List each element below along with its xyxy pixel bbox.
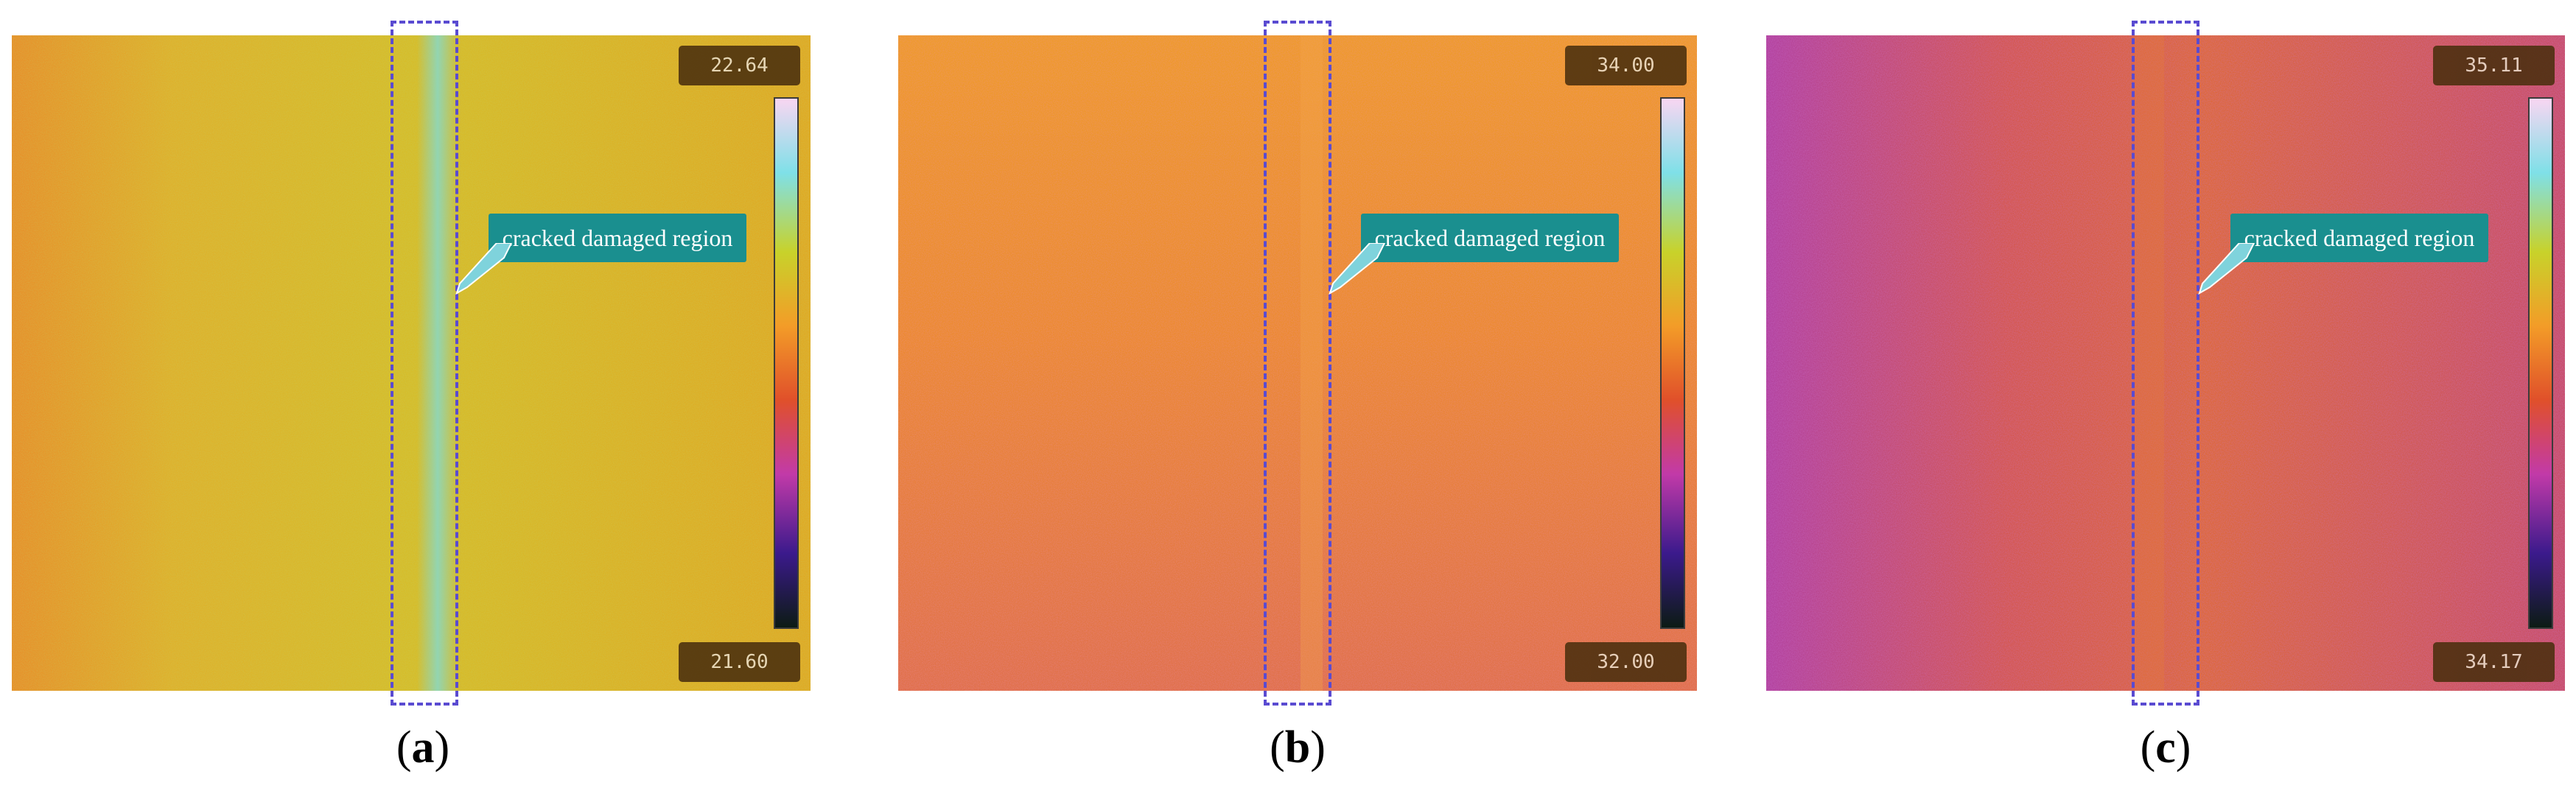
crack-region-box [1264,21,1331,706]
crack-region-box [391,21,458,706]
crack-callout-label: cracked damaged region [1361,214,1619,262]
callout-arrow-icon [455,243,513,295]
crack-callout-label: cracked damaged region [489,214,746,262]
thermal-panel-a: 22.64 21.60 cracked damaged region (a) [12,0,822,788]
panel-caption: (c) [2140,722,2191,773]
temp-min-readout: 21.60 [679,642,800,682]
temp-max-readout: 22.64 [679,46,800,85]
callout-arrow-icon [2198,243,2255,295]
temp-min-readout: 32.00 [1565,642,1687,682]
crack-callout-label: cracked damaged region [2230,214,2488,262]
color-scale-bar [1660,97,1685,629]
color-scale-bar [774,97,799,629]
thermal-image [898,35,1697,691]
temp-max-readout: 34.00 [1565,46,1687,85]
temp-max-readout: 35.11 [2433,46,2555,85]
thermal-panel-c: 35.11 34.17 cracked damaged region (c) [1766,0,2576,788]
callout-arrow-icon [1329,243,1386,295]
crack-region-box [2132,21,2199,706]
temp-min-readout: 34.17 [2433,642,2555,682]
panel-caption: (a) [396,722,450,773]
panel-caption: (b) [1270,722,1326,773]
thermal-image [1766,35,2565,691]
color-scale-bar [2528,97,2553,629]
thermal-panel-b: 34.00 32.00 cracked damaged region (b) [898,0,1709,788]
thermal-image [12,35,811,691]
